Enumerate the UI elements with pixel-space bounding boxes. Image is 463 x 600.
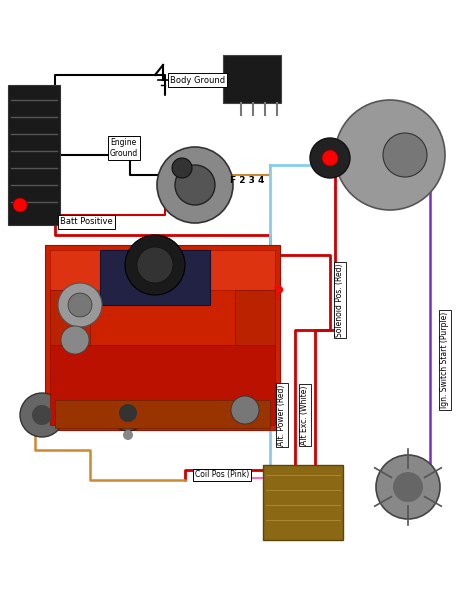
Circle shape xyxy=(123,430,133,440)
Text: Body Ground: Body Ground xyxy=(169,76,225,85)
Bar xyxy=(45,245,279,430)
Text: Alt Exc. (White): Alt Exc. (White) xyxy=(300,385,309,445)
Circle shape xyxy=(32,405,52,425)
Text: Engine
Ground: Engine Ground xyxy=(110,139,138,158)
Text: Batt Positive: Batt Positive xyxy=(60,217,113,226)
Circle shape xyxy=(334,100,444,210)
Text: Ign. Switch Start (Purple): Ign. Switch Start (Purple) xyxy=(439,312,449,408)
Circle shape xyxy=(309,138,349,178)
Text: F 2 3 4: F 2 3 4 xyxy=(229,176,263,185)
Circle shape xyxy=(392,472,422,502)
Bar xyxy=(8,85,60,225)
Bar xyxy=(50,250,275,290)
Text: Coil Pos (Pink): Coil Pos (Pink) xyxy=(194,470,249,479)
Bar xyxy=(100,250,210,305)
Circle shape xyxy=(20,393,64,437)
Circle shape xyxy=(321,150,337,166)
Circle shape xyxy=(231,396,258,424)
Circle shape xyxy=(156,147,232,223)
Bar xyxy=(223,55,281,103)
Circle shape xyxy=(58,283,102,327)
Circle shape xyxy=(382,133,426,177)
Text: ?: ? xyxy=(272,286,283,304)
Bar xyxy=(50,290,90,360)
Circle shape xyxy=(68,293,92,317)
Bar xyxy=(50,345,275,425)
Circle shape xyxy=(110,395,146,431)
Circle shape xyxy=(13,198,27,212)
Circle shape xyxy=(119,404,137,422)
Circle shape xyxy=(375,455,439,519)
Text: Alt. Power (Red): Alt. Power (Red) xyxy=(277,385,286,446)
Circle shape xyxy=(175,165,214,205)
Bar xyxy=(234,290,275,360)
Circle shape xyxy=(125,235,185,295)
Circle shape xyxy=(61,326,89,354)
Text: Solenoid Pos. (Red): Solenoid Pos. (Red) xyxy=(335,263,344,337)
Circle shape xyxy=(137,247,173,283)
Bar xyxy=(55,400,269,428)
Bar xyxy=(263,465,342,540)
Circle shape xyxy=(172,158,192,178)
